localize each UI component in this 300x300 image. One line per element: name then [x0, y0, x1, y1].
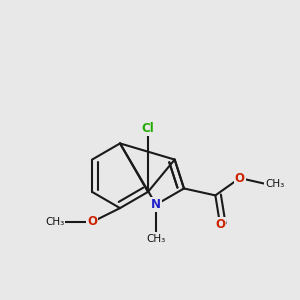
Text: N: N	[151, 198, 161, 211]
Text: O: O	[235, 172, 245, 184]
Text: Cl: Cl	[142, 122, 154, 135]
Text: CH₃: CH₃	[266, 179, 285, 189]
Text: O: O	[215, 218, 225, 231]
Text: O: O	[87, 215, 97, 229]
Text: CH₃: CH₃	[45, 217, 64, 227]
Text: CH₃: CH₃	[146, 233, 166, 244]
